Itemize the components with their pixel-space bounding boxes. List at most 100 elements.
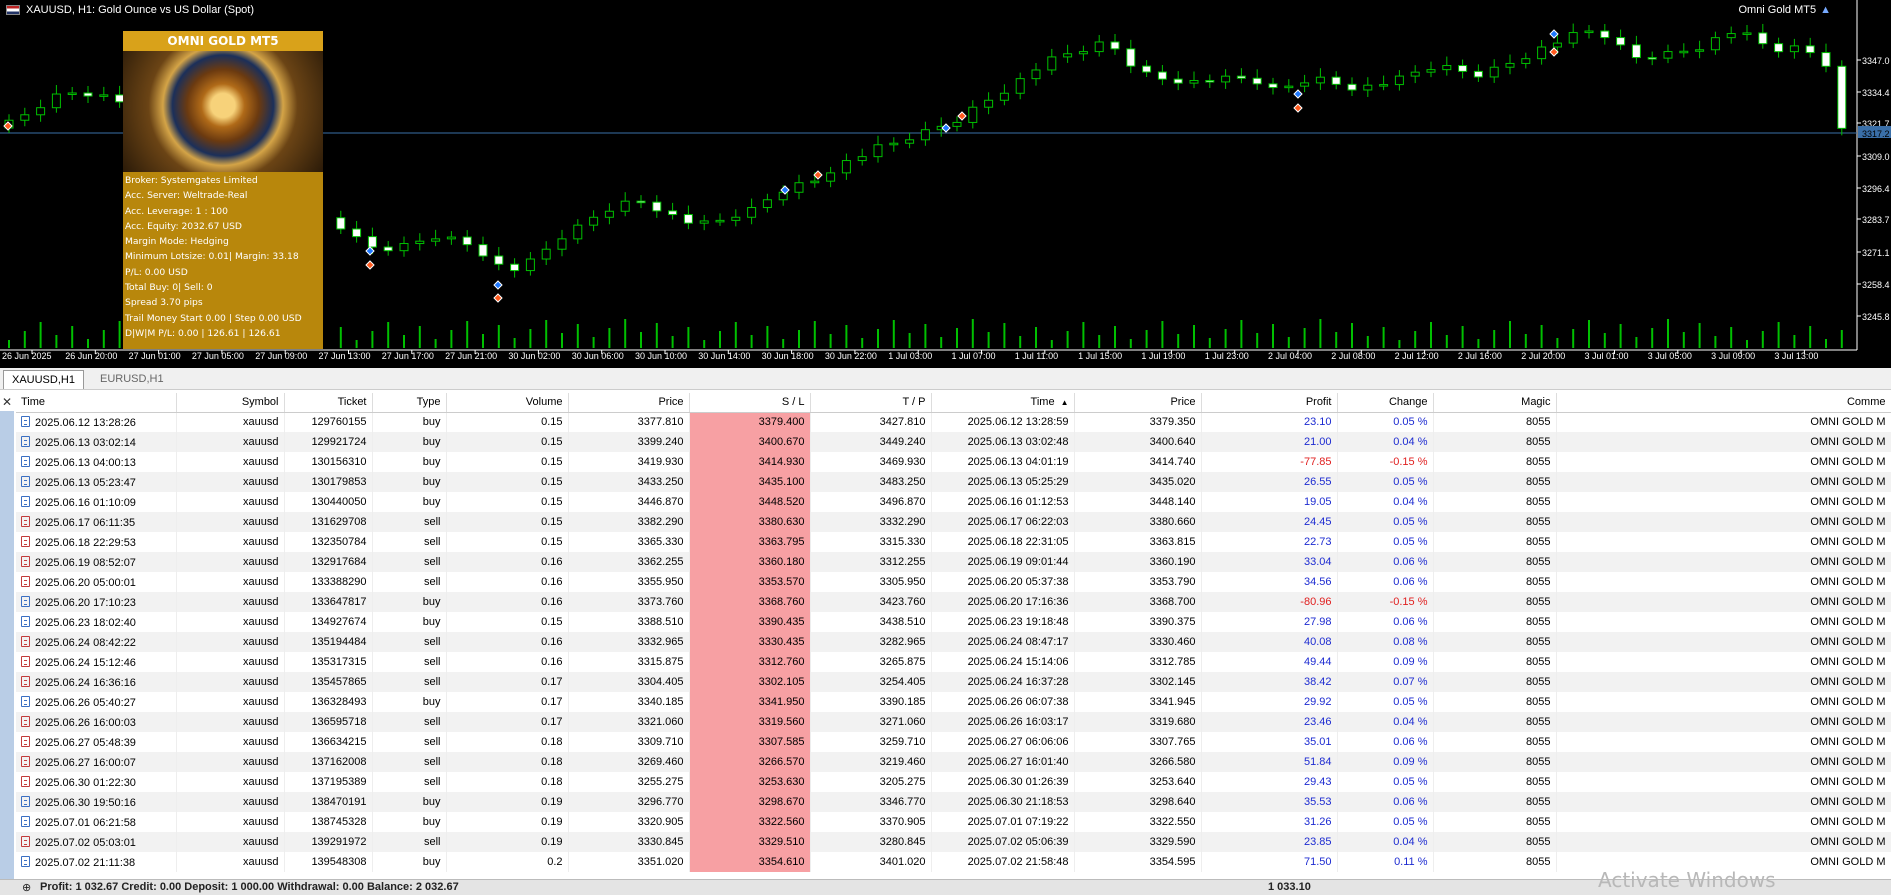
table-cell: 8055 [1433,732,1557,752]
table-cell: 2025.06.30 19:50:16 [16,792,177,812]
cell-text: 2025.06.12 13:28:26 [35,416,136,429]
time-label: 26 Jun 2025 [2,351,52,361]
panel-line: Minimum Lotsize: 0.01| Margin: 33.18 [125,251,299,263]
buy-deal-icon [21,615,30,627]
price-chart[interactable]: 3347.0 3334.4 3321.7 3317.2 3309.0 3296.4 3283… [0,0,1891,368]
column-header[interactable]: Time ▲ [931,393,1075,413]
candle-body [683,214,693,224]
table-row[interactable]: 2025.06.12 13:28:26 xauusd 129760155 buy 0.1… [16,412,1891,432]
trade-marker-icon [1549,47,1559,57]
table-cell: 40.08 [1201,632,1338,652]
table-cell: 0.19 [446,832,569,852]
column-header[interactable]: Time [16,393,177,413]
table-cell: 3353.790 [1074,572,1202,592]
tab-xauusd-h1[interactable]: XAUUSD,H1 [3,370,84,389]
table-row[interactable]: 2025.06.16 01:10:09 xauusd 130440050 buy 0.1… [16,492,1891,512]
table-cell: 0.05 % [1337,812,1434,832]
candle-body [1331,76,1341,85]
table-cell: 2025.06.13 05:23:47 [16,472,177,492]
table-row[interactable]: 2025.06.30 01:22:30 xauusd 137195389 sell 0.… [16,772,1891,792]
column-header[interactable]: Magic [1433,393,1557,413]
expert-advisor-label[interactable]: Omni Gold MT5 ▲ [1738,4,1831,16]
table-cell: OMNI GOLD M [1556,532,1891,552]
close-icon[interactable]: ✕ [2,395,13,409]
table-row[interactable]: 2025.06.19 08:52:07 xauusd 132917684 sell 0.… [16,552,1891,572]
cell-text: 2025.06.23 18:02:40 [35,616,136,629]
table-cell: sell [372,672,447,692]
column-header[interactable]: Profit [1201,393,1338,413]
table-row[interactable]: 2025.06.26 05:40:27 xauusd 136328493 buy 0.1… [16,692,1891,712]
table-cell: 8055 [1433,712,1557,732]
column-header[interactable]: Volume [446,393,569,413]
expand-plus-icon[interactable]: ⊕ [22,882,32,894]
column-header[interactable]: Change [1337,393,1434,413]
column-header[interactable]: Comme [1556,393,1891,413]
table-cell: 3363.815 [1074,532,1202,552]
column-header[interactable]: Price [1074,393,1202,413]
table-cell: OMNI GOLD M [1556,672,1891,692]
table-cell: 2025.06.26 05:40:27 [16,692,177,712]
panel-line: Spread 3.70 pips [125,297,203,309]
table-cell: 3330.460 [1074,632,1202,652]
table-cell: 3254.405 [810,672,932,692]
table-row[interactable]: 2025.06.27 05:48:39 xauusd 136634215 sell 0.… [16,732,1891,752]
buy-deal-icon [21,475,30,487]
table-cell: sell [372,652,447,672]
table-cell: 8055 [1433,492,1557,512]
toolbox-side-bar[interactable] [0,411,14,879]
time-label: 27 Jun 01:00 [129,351,181,361]
table-cell: 3302.105 [689,672,811,692]
table-row[interactable]: 2025.06.24 08:42:22 xauusd 135194484 sell 0.… [16,632,1891,652]
candle-body [889,142,899,146]
sort-arrow-icon: ▲ [1060,398,1069,408]
table-row[interactable]: 2025.06.20 05:00:01 xauusd 133388290 sell 0.… [16,572,1891,592]
cell-text: 2025.06.19 08:52:07 [35,556,136,569]
table-row[interactable]: 2025.06.18 22:29:53 xauusd 132350784 sell 0.… [16,532,1891,552]
table-row[interactable]: 2025.07.02 05:03:01 xauusd 139291972 sell 0.… [16,832,1891,852]
table-row[interactable]: 2025.06.26 16:00:03 xauusd 136595718 sell 0.… [16,712,1891,732]
candle-body [1252,77,1262,85]
table-cell: 3340.185 [568,692,690,712]
candle-body [1600,30,1610,39]
column-header[interactable]: T / P [810,393,932,413]
table-cell: OMNI GOLD M [1556,732,1891,752]
column-header[interactable]: Ticket [284,393,373,413]
column-header[interactable]: Price [568,393,690,413]
table-row[interactable]: 2025.06.13 03:02:14 xauusd 129921724 buy 0.1… [16,432,1891,452]
tab-eurusd-h1[interactable]: EURUSD,H1 [100,373,164,385]
cell-text: 2025.06.13 03:02:14 [35,436,136,449]
table-cell: 3307.765 [1074,732,1202,752]
table-row[interactable]: 2025.07.02 21:11:38 xauusd 139548308 buy 0.2… [16,852,1891,872]
table-row[interactable]: 2025.06.13 05:23:47 xauusd 130179853 buy 0.1… [16,472,1891,492]
table-cell: 8055 [1433,852,1557,872]
table-cell: 8055 [1433,632,1557,652]
table-cell: 0.05 % [1337,512,1434,532]
table-row[interactable]: 2025.07.01 06:21:58 xauusd 138745328 buy 0.1… [16,812,1891,832]
table-row[interactable]: 2025.06.24 15:12:46 xauusd 135317315 sell 0.… [16,652,1891,672]
trade-marker-icon [1293,103,1303,113]
table-cell: 3255.275 [568,772,690,792]
panel-line: D|W|M P/L: 0.00 | 126.61 | 126.61 [125,327,281,339]
column-header[interactable]: Type [372,393,447,413]
table-row[interactable]: 2025.06.30 19:50:16 xauusd 138470191 buy 0.1… [16,792,1891,812]
table-cell: 2025.06.19 09:01:44 [931,552,1075,572]
column-header[interactable]: Symbol [176,393,285,413]
table-cell: 3269.460 [568,752,690,772]
table-row[interactable]: 2025.06.20 17:10:23 xauusd 133647817 buy 0.1… [16,592,1891,612]
column-header[interactable]: S / L [689,393,811,413]
table-row[interactable]: 2025.06.23 18:02:40 xauusd 134927674 buy 0.1… [16,612,1891,632]
table-row[interactable]: 2025.06.24 16:36:16 xauusd 135457865 sell 0.… [16,672,1891,692]
table-cell: 8055 [1433,772,1557,792]
table-cell: buy [372,852,447,872]
table-cell: 0.06 % [1337,792,1434,812]
cell-text: 2025.06.30 19:50:16 [35,796,136,809]
price-label: 3334.4 [1862,88,1890,98]
table-cell: 0.18 [446,732,569,752]
table-cell: OMNI GOLD M [1556,832,1891,852]
table-row[interactable]: 2025.06.27 16:00:07 xauusd 137162008 sell 0.… [16,752,1891,772]
table-row[interactable]: 2025.06.13 04:00:13 xauusd 130156310 buy 0.1… [16,452,1891,472]
table-row[interactable]: 2025.06.17 06:11:35 xauusd 131629708 sell 0.… [16,512,1891,532]
table-cell: -0.15 % [1337,592,1434,612]
cell-text: 2025.06.13 05:23:47 [35,476,136,489]
